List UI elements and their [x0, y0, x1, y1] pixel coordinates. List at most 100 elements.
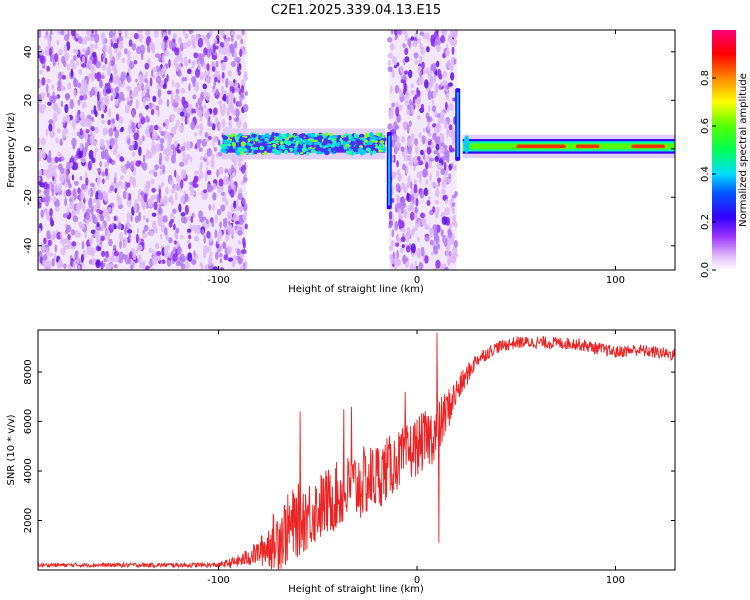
noise-blob — [440, 229, 444, 237]
noise-blob — [152, 255, 157, 266]
noise-blob — [145, 30, 149, 36]
noise-blob — [118, 231, 124, 241]
noise-blob — [130, 264, 133, 270]
noise-blob — [39, 108, 45, 114]
noise-blob — [222, 221, 228, 228]
noise-blob — [241, 248, 247, 255]
band-blob — [299, 152, 304, 155]
noise-blob — [102, 44, 108, 53]
noise-blob — [409, 136, 414, 144]
noise-blob — [160, 130, 166, 137]
band-blob — [284, 144, 289, 149]
noise-blob — [188, 234, 192, 240]
noise-blob — [233, 51, 237, 60]
noise-blob — [388, 210, 393, 220]
noise-blob — [155, 143, 161, 153]
band-blob — [271, 150, 276, 154]
noise-blob — [72, 188, 77, 197]
band-blob — [266, 144, 271, 150]
noise-blob — [435, 36, 441, 47]
noise-blob — [448, 124, 453, 131]
noise-blob — [143, 224, 149, 232]
noise-blob — [400, 207, 404, 214]
noise-blob — [409, 211, 415, 221]
x-tick-label: -100 — [207, 275, 230, 286]
noise-blob — [71, 241, 77, 247]
noise-blob — [218, 178, 224, 187]
noise-blob — [168, 148, 173, 157]
noise-blob — [125, 96, 131, 102]
noise-blob — [151, 220, 157, 230]
noise-blob — [220, 204, 226, 212]
noise-blob — [63, 128, 69, 135]
band-blob — [297, 145, 303, 150]
noise-blob — [151, 187, 156, 193]
noise-blob — [230, 30, 236, 36]
noise-blob — [147, 57, 151, 66]
noise-blob — [112, 90, 117, 98]
band-blob — [359, 133, 365, 138]
noise-blob — [444, 266, 449, 270]
noise-blob — [148, 267, 155, 270]
band-blob — [374, 143, 378, 149]
noise-blob — [38, 169, 43, 176]
noise-blob — [441, 188, 446, 195]
noise-blob — [217, 100, 222, 105]
noise-blob — [146, 218, 149, 223]
noise-blob — [178, 124, 185, 134]
noise-blob — [239, 265, 245, 270]
noise-blob — [148, 127, 152, 134]
noise-blob — [93, 126, 99, 134]
noise-blob — [186, 40, 192, 47]
noise-blob — [44, 51, 50, 56]
band-blob — [251, 133, 257, 138]
noise-blob — [244, 91, 249, 96]
noise-blob — [392, 251, 396, 260]
band-blob — [316, 152, 321, 155]
noise-blob — [193, 250, 196, 258]
noise-blob — [47, 239, 52, 247]
band-blob — [379, 140, 385, 144]
noise-blob — [181, 215, 186, 224]
band-blob — [354, 133, 358, 136]
band-blob — [278, 145, 283, 150]
band-blob — [372, 150, 376, 155]
noise-blob — [213, 107, 218, 116]
band-blob — [301, 147, 307, 153]
band-blob — [240, 141, 246, 147]
noise-blob — [390, 240, 395, 247]
noise-blob — [419, 55, 423, 65]
noise-blob — [194, 84, 199, 92]
noise-blob — [70, 229, 76, 236]
noise-blob — [46, 156, 52, 163]
noise-blob — [62, 213, 68, 219]
noise-blob — [435, 60, 440, 68]
noise-blob — [118, 80, 122, 87]
noise-blob — [120, 184, 124, 189]
noise-blob — [417, 160, 424, 166]
noise-blob — [390, 30, 394, 35]
noise-blob — [56, 39, 60, 46]
noise-blob — [131, 151, 136, 157]
noise-blob — [189, 156, 193, 163]
noise-blob — [73, 54, 77, 62]
noise-blob — [181, 157, 188, 163]
noise-blob — [79, 128, 83, 136]
noise-blob — [396, 249, 399, 260]
noise-blob — [94, 43, 99, 50]
noise-blob — [451, 207, 455, 215]
noise-blob — [140, 162, 145, 168]
noise-blob — [48, 119, 54, 125]
noise-blob — [70, 30, 76, 37]
noise-blob — [106, 82, 111, 91]
noise-blob — [440, 168, 446, 176]
noise-blob — [65, 224, 72, 233]
band-blob — [365, 147, 371, 152]
noise-blob — [113, 223, 117, 230]
noise-blob — [215, 89, 219, 96]
noise-blob — [165, 186, 169, 195]
noise-blob — [101, 113, 105, 119]
noise-blob — [87, 188, 91, 196]
noise-blob — [448, 173, 452, 180]
noise-blob — [81, 117, 87, 128]
